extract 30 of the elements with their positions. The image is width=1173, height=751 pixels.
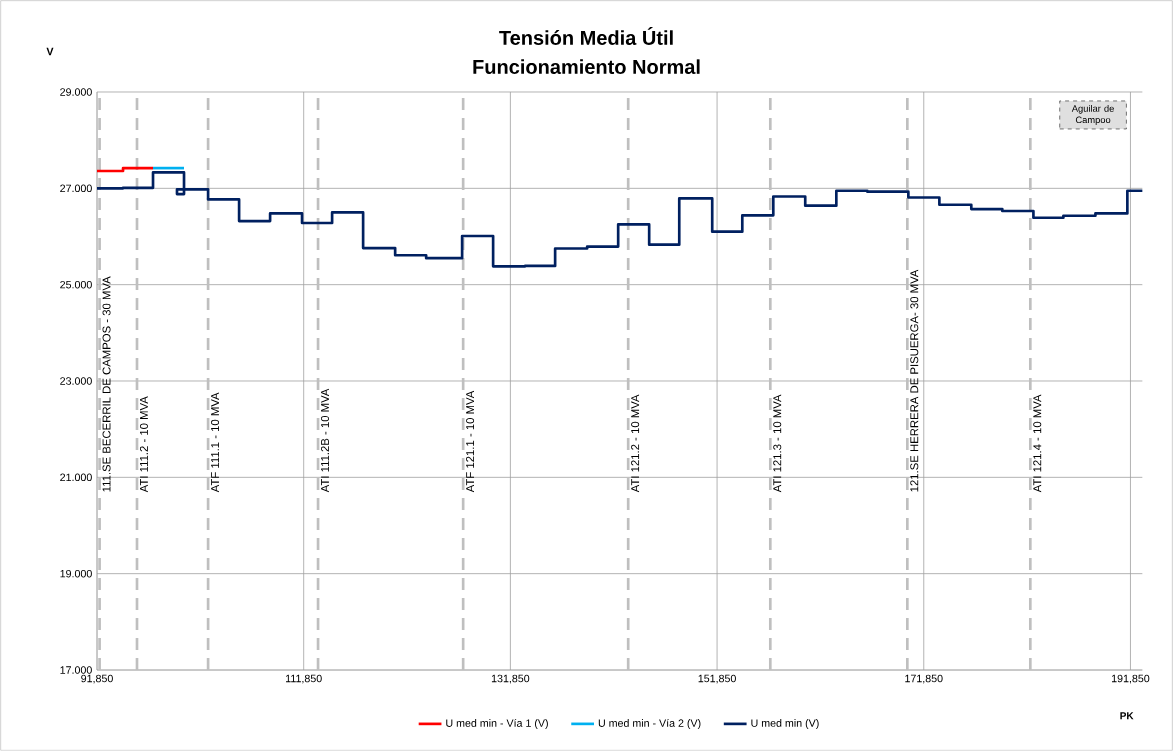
y-tick-label: 27.000 [60,184,92,193]
x-tick-label: 151,850 [698,674,736,684]
y-axis-title: V [46,47,54,56]
x-tick-label: 91,850 [81,674,113,684]
ref-line-label: ATI 111.2B - 10 MVA [321,388,330,493]
ref-line-label: ATF 121.1 - 10 MVA [466,390,475,493]
legend-label: U med min - Vía 2 (V) [598,718,701,730]
ref-line-label: ATI 121.2 - 10 MVA [631,394,640,493]
ref-line-label: ATI 121.3 - 10 MVA [773,394,782,493]
chart-subtitle: Funcionamiento Normal [473,59,700,74]
legend-label: U med min - Vía 1 (V) [446,718,548,730]
x-axis-title: PK [1120,712,1134,720]
ref-line-label: ATI 121.4 - 10 MVA [1033,394,1042,493]
ref-line-label: ATF 111.1 - 10 MVA [211,392,220,493]
annotation: Aguilar de Campoo [1071,104,1114,125]
x-tick-label: 191,850 [1112,674,1150,684]
ref-line-label: 121.SE HERRERA DE PISUERGA- 30 MVA [910,269,919,492]
ref-line-label: 111.SE BECERRIL DE CAMPOS - 30 MVA [102,276,111,492]
legend-label: U med min (V) [751,719,819,729]
y-tick-label: 25.000 [60,280,92,289]
x-tick-label: 111,850 [286,674,322,684]
x-tick-label: 131,850 [491,674,530,684]
chart-title: Tensión Media Útil [499,27,673,45]
y-tick-label: 19.000 [60,569,92,578]
y-tick-label: 29.000 [60,88,92,96]
y-tick-label: 17.000 [60,666,92,674]
ref-line-label: ATI 111.2 - 10 MVA [139,396,148,493]
y-tick-label: 21.000 [60,473,92,482]
y-tick-label: 23.000 [60,377,92,385]
x-tick-label: 171,850 [905,674,943,684]
